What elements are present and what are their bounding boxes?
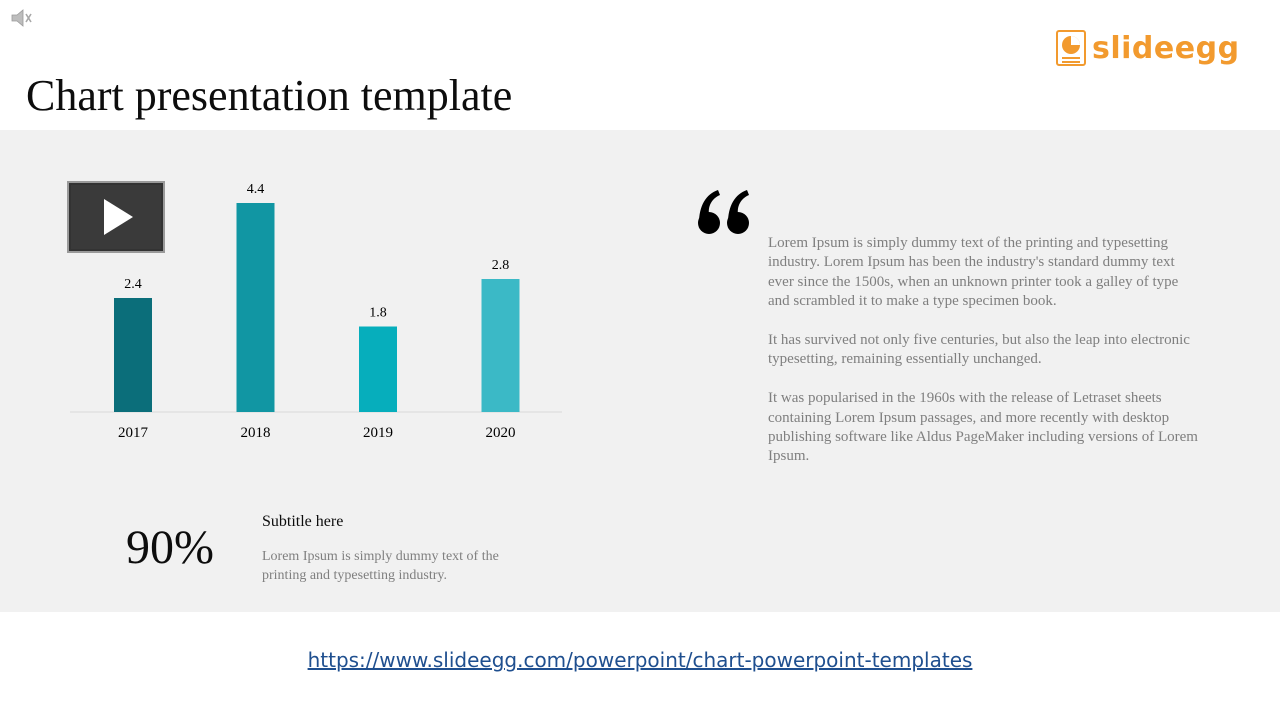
footer-link[interactable]: https://www.slideegg.com/powerpoint/char… [307,648,973,672]
logo-mark-icon [1056,30,1086,66]
footer-link-container: https://www.slideegg.com/powerpoint/char… [0,648,1280,672]
stat-subtitle: Subtitle here [262,513,344,530]
quote-icon [698,190,749,234]
quote-paragraph: It has survived not only five centuries,… [768,332,1190,368]
data-label: 1.8 [369,306,387,321]
x-tick-label: 2017 [118,425,149,441]
bar-2019 [359,326,397,412]
x-tick-label: 2020 [486,425,516,441]
bar-2017 [114,298,152,412]
stat-value: 90% [126,521,214,574]
play-icon [104,199,133,235]
content-panel [0,130,1280,612]
page-title: Chart presentation template [26,71,513,120]
quote-paragraph: It was popularised in the 1960s with the… [768,390,1198,465]
video-play-button[interactable] [67,181,165,253]
data-label: 4.4 [247,182,265,197]
x-tick-label: 2018 [241,425,271,441]
quote-paragraph: Lorem Ipsum is simply dummy text of the … [768,235,1179,310]
bar-2018 [236,203,275,412]
data-label: 2.8 [492,258,510,273]
logo-text: slideegg [1092,30,1240,66]
quote-text: Lorem Ipsum is simply dummy text of the … [768,234,1198,486]
speaker-icon[interactable] [10,8,34,28]
stat-description: Lorem Ipsum is simply dummy text of the … [262,549,499,583]
slideegg-logo: slideegg [1056,28,1256,68]
bar-chart: 2.4 2017 4.4 2018 1.8 2019 2.8 2020 [70,182,562,441]
data-label: 2.4 [124,277,142,292]
bar-2020 [481,279,520,412]
x-tick-label: 2019 [363,425,393,441]
